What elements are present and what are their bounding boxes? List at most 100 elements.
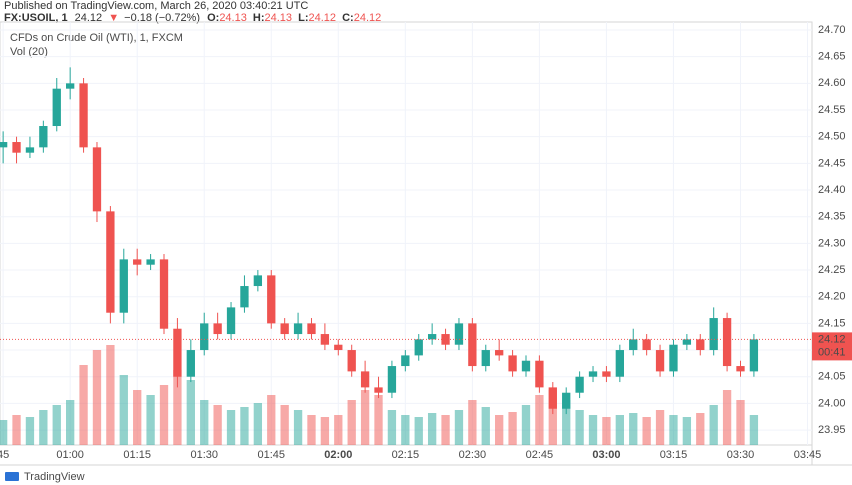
header-part: FX:USOIL, 1 24.12 ▼ −0.18 (−0.72%) O:24.… (4, 12, 381, 24)
x-tick-label: 03:30 (727, 449, 755, 461)
candle-body (468, 323, 477, 367)
volume-bar (173, 370, 182, 445)
volume-bar (79, 365, 88, 445)
candle-body (521, 360, 531, 372)
volume-bar (427, 413, 437, 445)
brand-name: TradingView (24, 471, 85, 483)
volume-bar (320, 417, 330, 445)
y-tick-label: 24.00 (818, 397, 846, 409)
h-value: 24.13 (265, 12, 293, 24)
candle-body (548, 387, 557, 409)
volume-bar (39, 410, 48, 445)
volume-bar (642, 417, 651, 445)
candle-body (669, 344, 678, 372)
candle-body (12, 142, 21, 153)
last-price-box (812, 332, 852, 361)
volume-bar (655, 410, 665, 445)
volume-bar (414, 417, 423, 445)
x-tick-label: 01:15 (123, 449, 151, 461)
volume-bar (602, 417, 611, 445)
volume-bar (562, 400, 571, 445)
legend-volume: Vol (20) (10, 46, 48, 58)
candle-body (749, 339, 759, 372)
candle-body (133, 259, 142, 265)
volume-bar (575, 410, 584, 445)
volume-bar (495, 415, 504, 445)
candle-body (119, 259, 128, 313)
volume-bar (12, 415, 21, 445)
volume-bar (307, 415, 316, 445)
candle-body (575, 376, 584, 393)
volume-bar (133, 390, 142, 445)
x-tick-label: 01:00 (56, 449, 84, 461)
volume-bar (146, 395, 155, 445)
candle-body (441, 334, 450, 345)
candle-body (655, 350, 665, 372)
candle-body (307, 323, 316, 335)
volume-bar (629, 413, 638, 445)
candle-body (25, 147, 35, 153)
candle-body (414, 339, 423, 356)
candle-body (615, 350, 624, 377)
candle-body (200, 323, 209, 351)
candle-body (92, 147, 102, 212)
volume-bar (280, 405, 289, 445)
y-tick-label: 23.95 (818, 424, 846, 436)
candle-body (334, 344, 343, 351)
candle-body (66, 83, 75, 89)
volume-bar (481, 407, 490, 445)
volume-bar (200, 400, 209, 445)
candle-body (146, 259, 155, 265)
candle-body (602, 371, 611, 377)
volume-bar (615, 415, 624, 445)
l-value: 24.12 (309, 12, 337, 24)
candle-body (495, 350, 504, 356)
volume-bar (722, 390, 732, 445)
candle-body (240, 286, 249, 308)
candle-body (159, 259, 169, 329)
candle-body (387, 366, 397, 393)
volume-bar (749, 415, 759, 445)
legend-main: CFDs on Crude Oil (WTI), 1, FXCM (10, 32, 183, 44)
candle-body (642, 339, 651, 351)
volume-bar (736, 400, 745, 445)
candle-body (508, 355, 517, 372)
y-tick-label: 24.40 (818, 184, 846, 196)
c-label: C: (342, 12, 354, 24)
candle-body (682, 339, 692, 345)
x-tick-label: 45 (0, 449, 9, 461)
last-price-label: 24.12 (818, 333, 846, 345)
y-tick-label: 24.20 (818, 291, 846, 303)
x-tick-label: 01:30 (190, 449, 218, 461)
y-tick-label: 24.50 (818, 131, 846, 143)
c-value: 24.12 (354, 12, 382, 24)
x-tick-label: 02:30 (459, 449, 487, 461)
volume-bar (521, 405, 531, 445)
y-tick-label: 24.45 (818, 157, 846, 169)
volume-bar (334, 415, 343, 445)
volume-bar (535, 395, 544, 445)
arrow: ▼ (108, 12, 119, 24)
candle-body (427, 334, 437, 340)
candle-body (401, 355, 410, 367)
y-tick-label: 24.30 (818, 237, 846, 249)
volume-bar (682, 417, 692, 445)
countdown: 00:41 (818, 346, 846, 358)
volume-bar (588, 415, 598, 445)
x-tick-label: 03:15 (660, 449, 688, 461)
volume-bar (441, 415, 450, 445)
l-label: L: (298, 12, 308, 24)
volume-bar (226, 410, 236, 445)
o-value: 24.13 (219, 12, 247, 24)
volume-bar (387, 410, 397, 445)
candle-body (535, 360, 544, 388)
candle-body (454, 323, 464, 345)
candle-body (52, 88, 61, 127)
candle-body (186, 350, 195, 377)
candle-body (588, 371, 598, 377)
y-tick-label: 24.70 (818, 24, 846, 36)
volume-bar (25, 417, 35, 445)
volume-bar (360, 390, 370, 445)
symbol: FX:USOIL, 1 (4, 12, 68, 24)
